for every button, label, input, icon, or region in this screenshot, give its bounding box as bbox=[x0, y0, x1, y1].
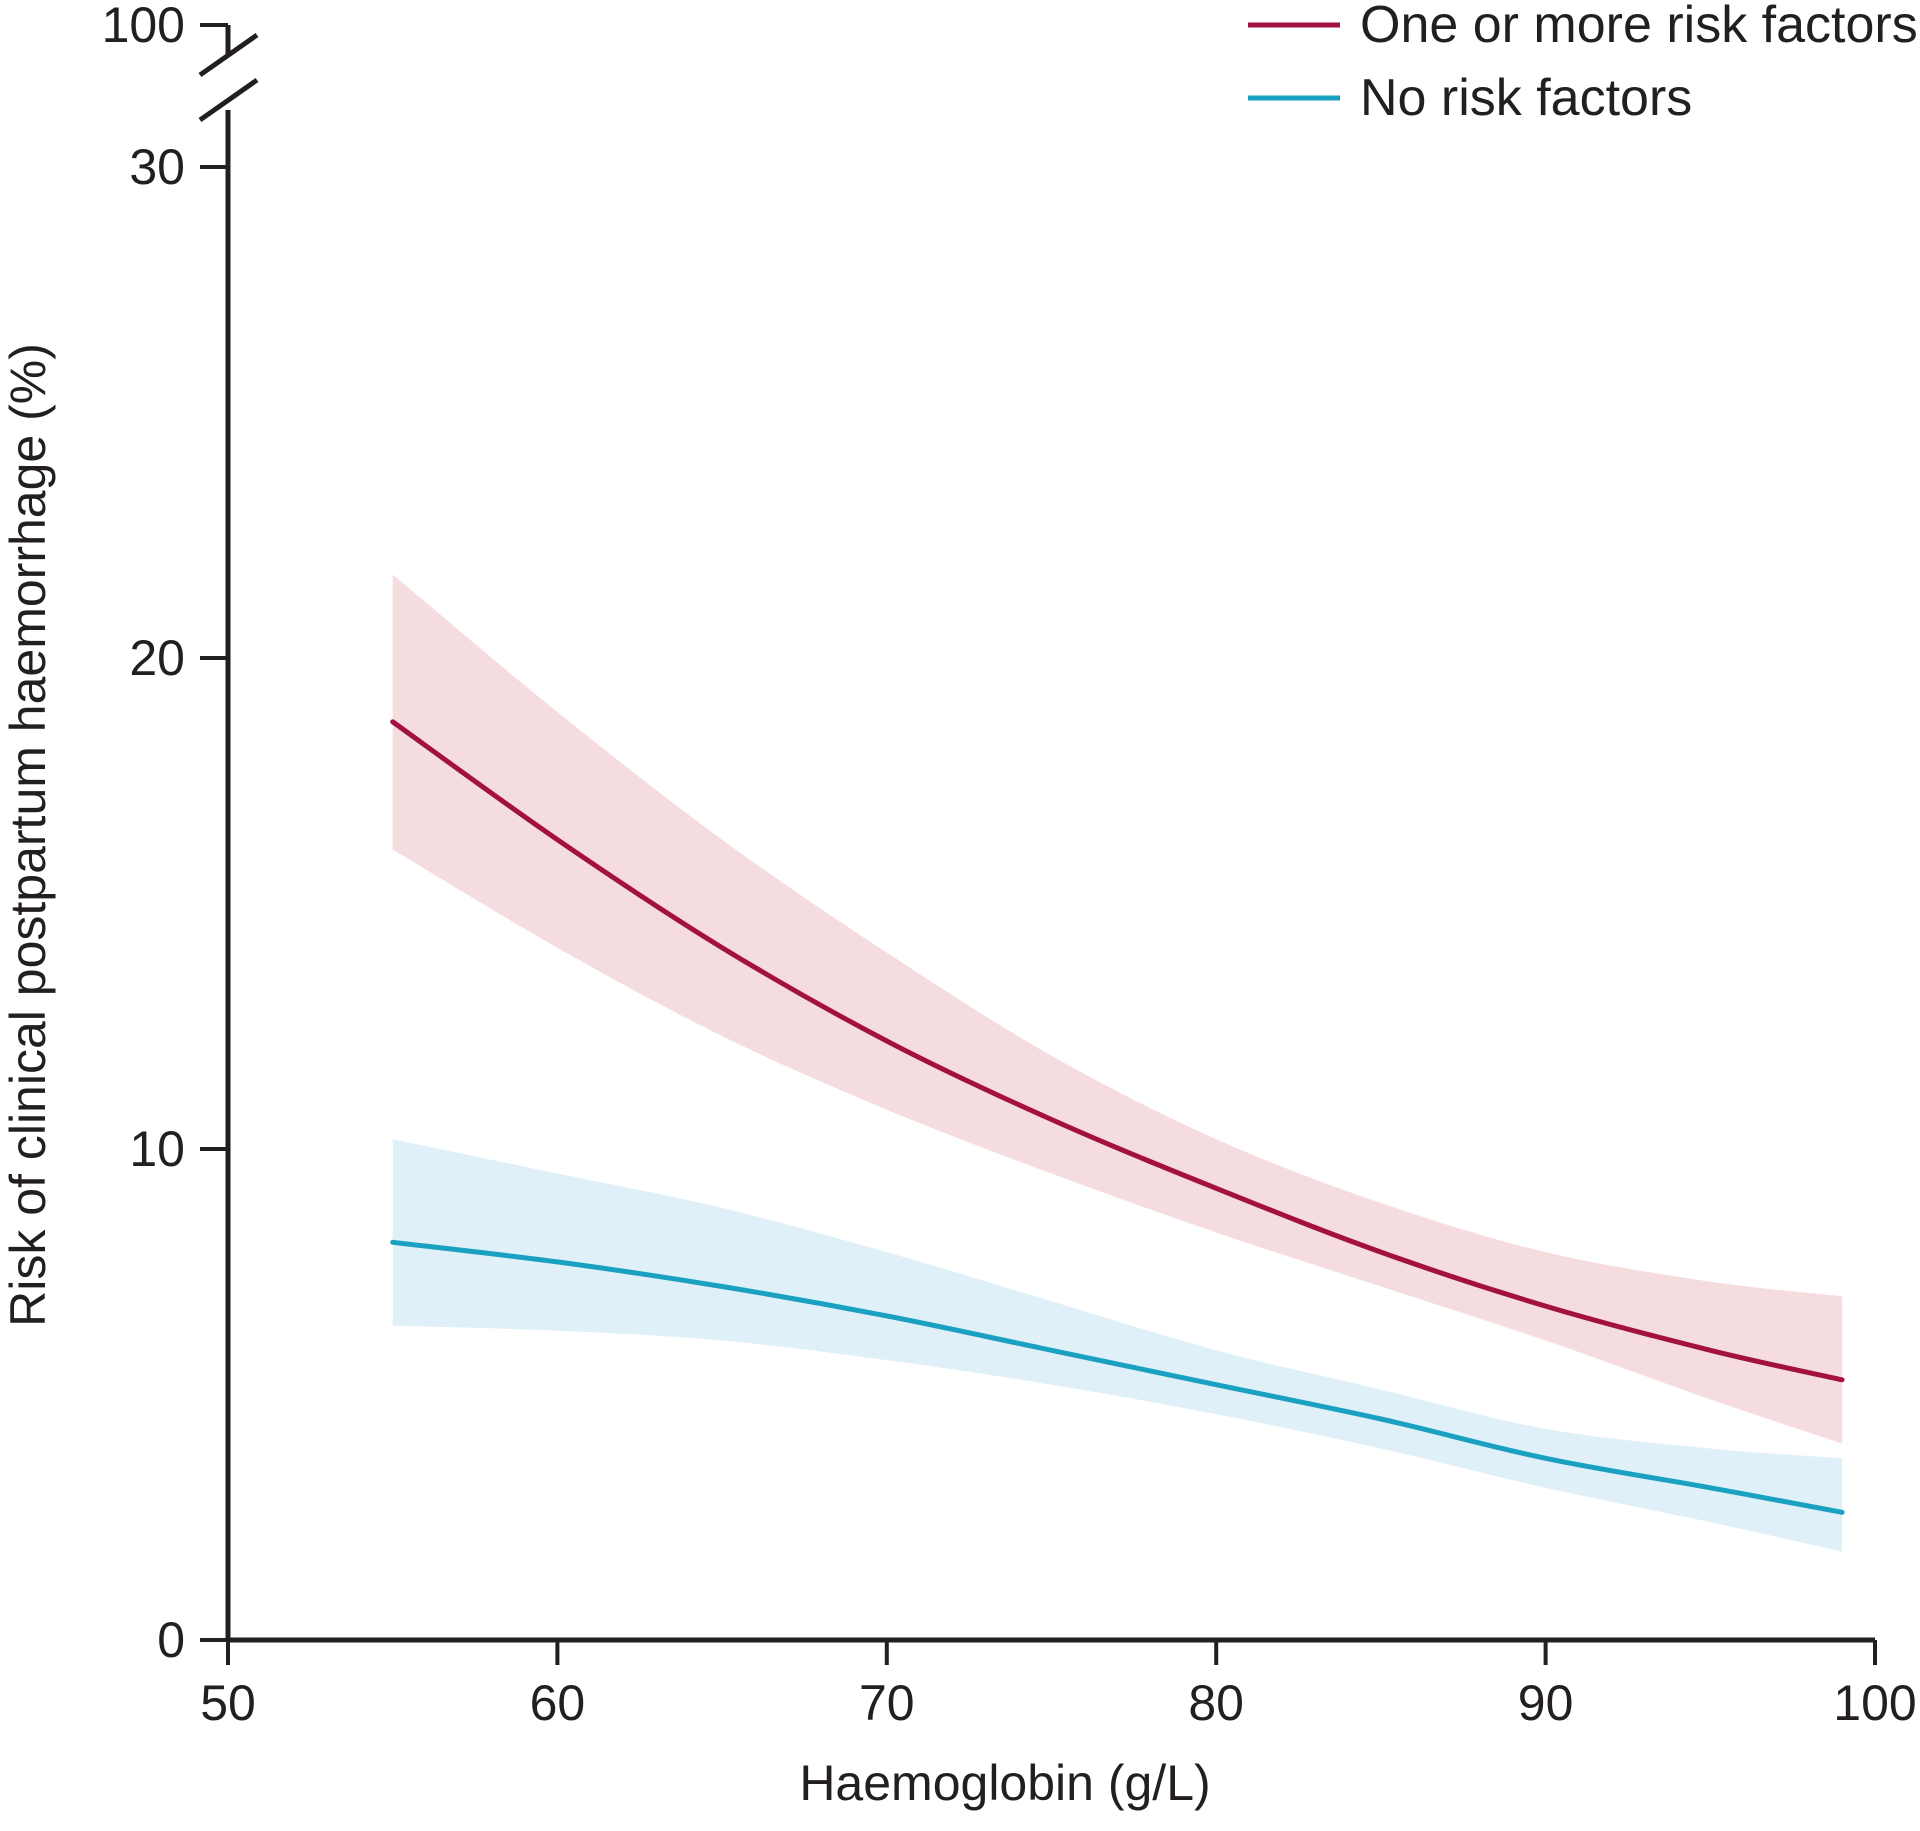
y-tick-label-0: 0 bbox=[157, 1612, 185, 1668]
x-axis-title: Haemoglobin (g/L) bbox=[799, 1755, 1210, 1811]
x-tick-label-100: 100 bbox=[1833, 1675, 1916, 1731]
series-lines bbox=[390, 719, 1845, 1515]
x-tick-label-70: 70 bbox=[859, 1675, 915, 1731]
confidence-band-risk-factors bbox=[392, 574, 1843, 1444]
x-tick-label-50: 50 bbox=[200, 1675, 256, 1731]
axis-break-mark-upper bbox=[198, 32, 259, 78]
legend-label-no-risk-factors: No risk factors bbox=[1360, 69, 1692, 127]
x-ticks: 50 60 70 80 90 100 bbox=[200, 1640, 1917, 1731]
y-ticks: 0 10 20 30 bbox=[129, 139, 228, 1668]
y-tick-label-break: 100 bbox=[102, 0, 185, 53]
series-line-no-risk-factors bbox=[390, 1239, 1845, 1515]
y-tick-label-10: 10 bbox=[129, 1121, 185, 1177]
x-tick-label-90: 90 bbox=[1518, 1675, 1574, 1731]
confidence-band-no-risk-factors bbox=[392, 1139, 1843, 1552]
legend-label-risk-factors: One or more risk factors bbox=[1360, 0, 1918, 54]
legend: One or more risk factors No risk factors bbox=[1248, 0, 1918, 127]
y-tick-label-20: 20 bbox=[129, 630, 185, 686]
x-tick-label-80: 80 bbox=[1188, 1675, 1244, 1731]
axis-break-mark-lower bbox=[198, 77, 259, 123]
y-axis-title: Risk of clinical postpartum haemorrhage … bbox=[0, 343, 56, 1327]
y-tick-label-30: 30 bbox=[129, 139, 185, 195]
confidence-bands bbox=[392, 574, 1843, 1552]
series-line-risk-factors bbox=[390, 719, 1845, 1383]
x-tick-label-60: 60 bbox=[530, 1675, 586, 1731]
